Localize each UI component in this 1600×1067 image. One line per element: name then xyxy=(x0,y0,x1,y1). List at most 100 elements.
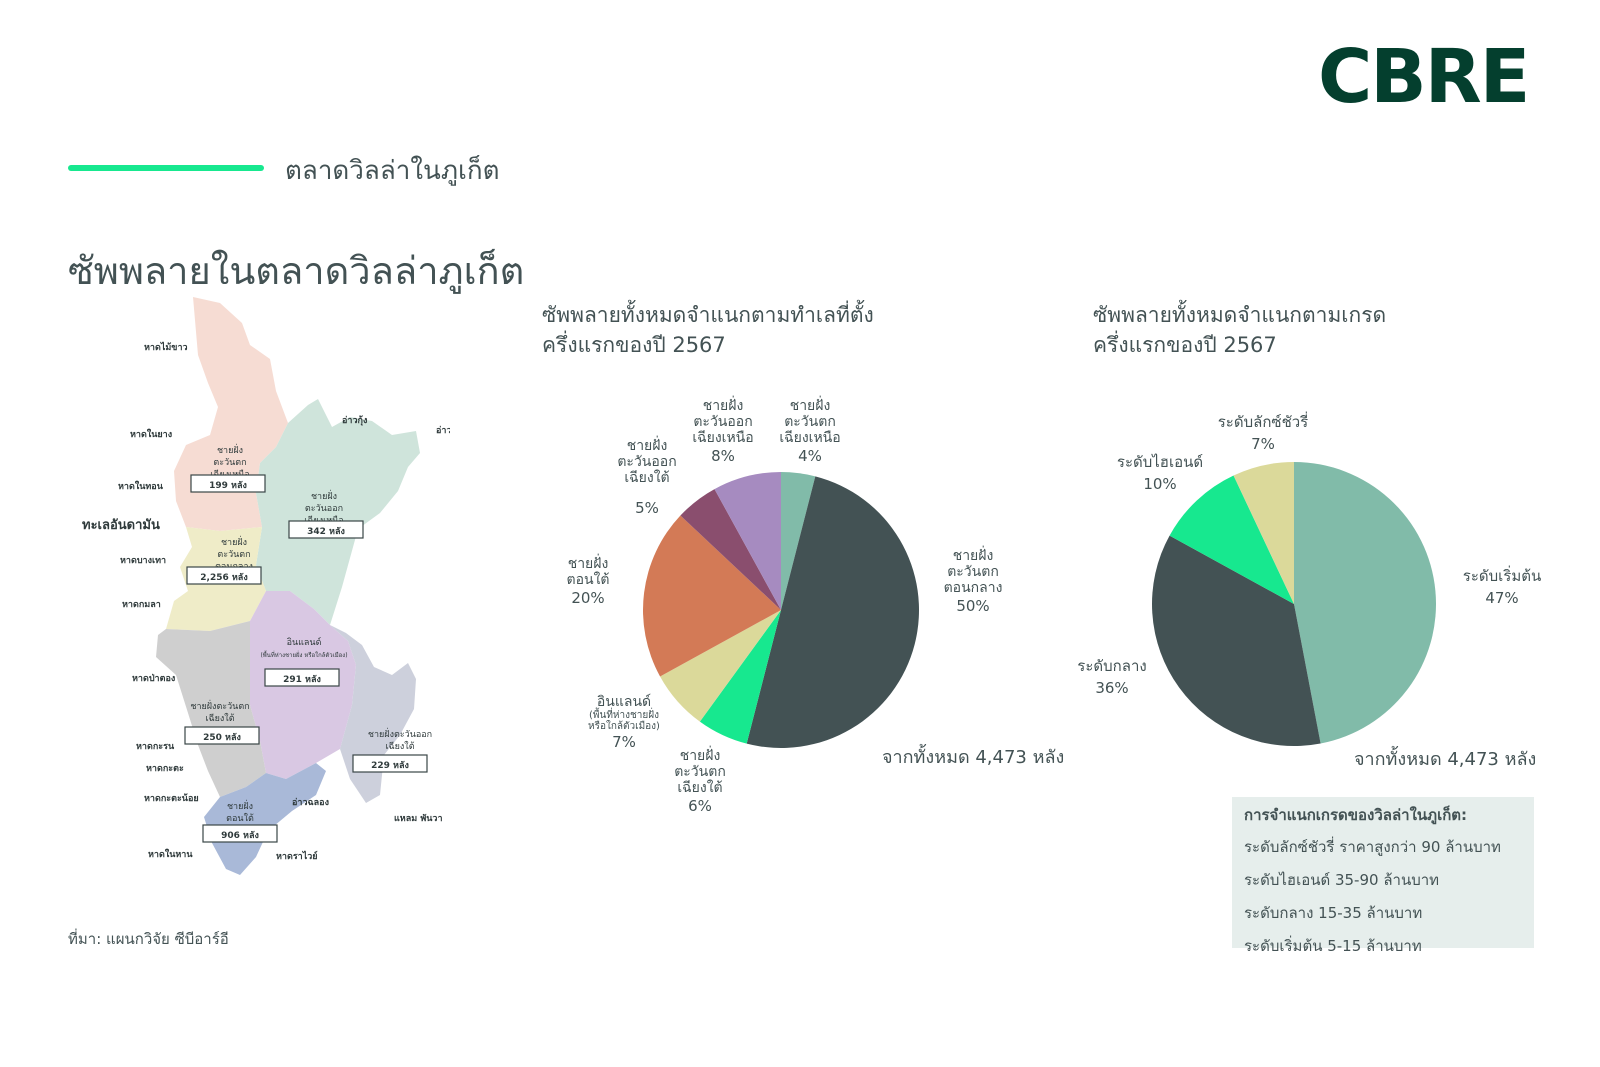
map-region-name: ตะวันออก xyxy=(305,504,343,514)
pie-label-percent: 8% xyxy=(711,447,735,465)
map-place-9: หาดในหาน xyxy=(148,848,193,860)
map-region-name: ตะวันตก xyxy=(217,550,250,560)
pie-label: ชายฝั่ง ตะวันออก เฉียงเหนือ 8% xyxy=(683,398,763,464)
pie-label-percent: 10% xyxy=(1143,475,1177,493)
map-count-box xyxy=(190,474,266,493)
map-place-7: หาดกะตะ xyxy=(146,764,184,774)
map-region-name: ชายฝั่งตะวันออก xyxy=(368,727,432,740)
pie-label-percent: 6% xyxy=(688,797,712,815)
map-region-count: 2,256 หลัง xyxy=(200,572,247,583)
pie-label-percent: 50% xyxy=(956,597,990,615)
map-region-ne xyxy=(256,399,420,625)
pie-label: ชายฝั่ง ตะวันตก เฉียงเหนือ 4% xyxy=(770,398,850,464)
pie-label-name: ชายฝั่ง ตอนใต้ xyxy=(566,556,610,588)
legend-item: ระดับลักซ์ชัวรี่ ราคาสูงกว่า 90 ล้านบาท xyxy=(1244,838,1501,856)
pie-label-percent: 4% xyxy=(798,447,822,465)
pie-label-note: (พื้นที่ห่างชายฝั่ง หรือใกล้ตัวเมือง) xyxy=(588,710,660,732)
map-place-2: หาดในทอน xyxy=(118,480,164,492)
map-count-box xyxy=(264,668,340,687)
map-region-name: อินแลนด์ xyxy=(287,636,322,648)
map-place-12: แหลม พันวา xyxy=(394,813,443,824)
legend-item: ระดับไฮเอนด์ 35-90 ล้านบาท xyxy=(1244,871,1440,889)
pie-label-percent: 36% xyxy=(1095,679,1129,697)
pie-slice xyxy=(746,476,919,748)
pie-label-name: ระดับลักซ์ชัวรี่ xyxy=(1217,413,1309,431)
map-place-10: หาดราไวย์ xyxy=(276,850,318,862)
grade-legend: การจำแนกเกรดของวิลล่าในภูเก็ต: ระดับลักซ… xyxy=(1232,797,1534,955)
pie-label: ระดับลักซ์ชัวรี่ 7% xyxy=(1208,412,1318,454)
map-region-count: 342 หลัง xyxy=(307,526,345,537)
map-count-box xyxy=(352,754,428,773)
chart2-total: จากทั้งหมด 4,473 หลัง xyxy=(1354,749,1537,770)
pie-slice xyxy=(680,489,781,610)
map-count-box xyxy=(186,566,262,585)
map-count-box xyxy=(288,520,364,539)
map-place-11: อ่าวฉลอง xyxy=(292,797,329,808)
section-title: ตลาดวิลล่าในภูเก็ต xyxy=(285,156,500,186)
chart1-title: ซัพพลายทั้งหมดจำแนกตามทำเลที่ตั้ง ครึ่งแ… xyxy=(542,303,874,357)
pie-label-name: ชายฝั่ง ตะวันออก เฉียงใต้ xyxy=(617,438,677,486)
map-place-1: หาดในยาง xyxy=(130,428,172,440)
chart2-title: ซัพพลายทั้งหมดจำแนกตามเกรด ครึ่งแรกของปี… xyxy=(1093,303,1387,357)
pie-slice xyxy=(781,472,816,610)
pie-label: อินแลนด์ (พื้นที่ห่างชายฝั่ง หรือใกล้ตัวเ… xyxy=(572,694,676,750)
map-region-note: (พื้นที่ห่างชายฝั่ง หรือใกล้ตัวเมือง) xyxy=(260,649,347,659)
pie-label-name: ระดับกลาง xyxy=(1077,657,1147,675)
pie-label: ระดับกลาง 36% xyxy=(1062,656,1162,698)
map-region-count: 250 หลัง xyxy=(203,732,241,743)
pie-label: ชายฝั่ง ตะวันตก ตอนกลาง 50% xyxy=(928,548,1018,614)
map-place-14: อ่าวปอ xyxy=(436,425,450,436)
accent-line xyxy=(68,165,264,171)
pie-slice xyxy=(714,472,781,610)
map-place-8: หาดกะตะน้อย xyxy=(144,793,199,804)
map-region-name: ชายฝั่ง xyxy=(311,489,337,502)
pie-slice xyxy=(1294,462,1436,744)
pie-label-percent: 5% xyxy=(635,499,659,517)
pie-slice xyxy=(660,610,781,722)
pie-label-name: ชายฝั่ง ตะวันตก เฉียงเหนือ xyxy=(779,398,841,446)
map-region-name: ตอนใต้ xyxy=(226,813,254,824)
map-place-5: หาดป่าตอง xyxy=(132,673,175,684)
pie-label-name: ระดับเริ่มต้น xyxy=(1462,567,1542,585)
map-region-name: ชายฝั่ง xyxy=(217,443,243,456)
map-region-name: ชายฝั่ง xyxy=(221,535,247,548)
map-region-count: 291 หลัง xyxy=(283,674,321,685)
pie-label-name: ชายฝั่ง ตะวันตก เฉียงใต้ xyxy=(674,748,726,796)
map-region-name: ชายฝั่งตะวันตก xyxy=(190,699,249,712)
map-place-4: หาดกมลา xyxy=(122,600,161,610)
pie-label-percent: 7% xyxy=(612,733,636,751)
map-region-name: ชายฝั่ง xyxy=(227,799,253,812)
phuket-map: หาดไม้ขาว หาดในยาง หาดในทอน หาดบางเทา หา… xyxy=(82,297,450,875)
pie-label: ชายฝั่ง ตะวันตก เฉียงใต้ 6% xyxy=(660,748,740,814)
pie-label-percent: 20% xyxy=(571,589,605,607)
pie-label-name: ชายฝั่ง ตะวันออก เฉียงเหนือ xyxy=(692,398,754,446)
map-region-south xyxy=(204,763,326,875)
pie-slice xyxy=(1152,535,1321,746)
map-region-name: เฉียงใต้ xyxy=(205,713,234,724)
pie-slice xyxy=(699,610,781,744)
pie-slice xyxy=(1233,462,1294,604)
map-region-nw xyxy=(174,297,288,531)
map-region-sw xyxy=(156,621,266,797)
source-note: ที่มา: แผนกวิจัย ซีบีอาร์อี xyxy=(68,930,229,948)
map-count-box xyxy=(202,824,278,843)
map-place-6: หาดกะรน xyxy=(136,742,175,752)
map-place-0: หาดไม้ขาว xyxy=(144,341,188,353)
pie-label: ชายฝั่ง ตอนใต้ 20% xyxy=(553,556,623,606)
map-count-box xyxy=(184,726,260,745)
map-place-3: หาดบางเทา xyxy=(120,556,166,566)
page-title: ซัพพลายในตลาดวิลล่าภูเก็ต xyxy=(68,249,525,293)
map-region-name: เฉียงใต้ xyxy=(385,741,414,752)
map-region-count: 229 หลัง xyxy=(371,760,409,771)
pie-label-percent: 7% xyxy=(1251,435,1275,453)
pie-label-name: ระดับไฮเอนด์ xyxy=(1116,453,1204,471)
map-region-name: ตะวันตก xyxy=(213,458,246,468)
pie-label: ชายฝั่ง ตะวันออก เฉียงใต้ 5% xyxy=(607,438,687,516)
cbre-logo: CBRE xyxy=(1318,34,1530,120)
pie-label: ระดับไฮเอนด์ 10% xyxy=(1100,452,1220,494)
pie-slice xyxy=(643,515,781,677)
pie-chart-location xyxy=(643,472,919,748)
map-region-count: 199 หลัง xyxy=(209,480,247,491)
legend-item: ระดับกลาง 15-35 ล้านบาท xyxy=(1244,904,1423,922)
pie-label-name: อินแลนด์ xyxy=(596,694,652,710)
